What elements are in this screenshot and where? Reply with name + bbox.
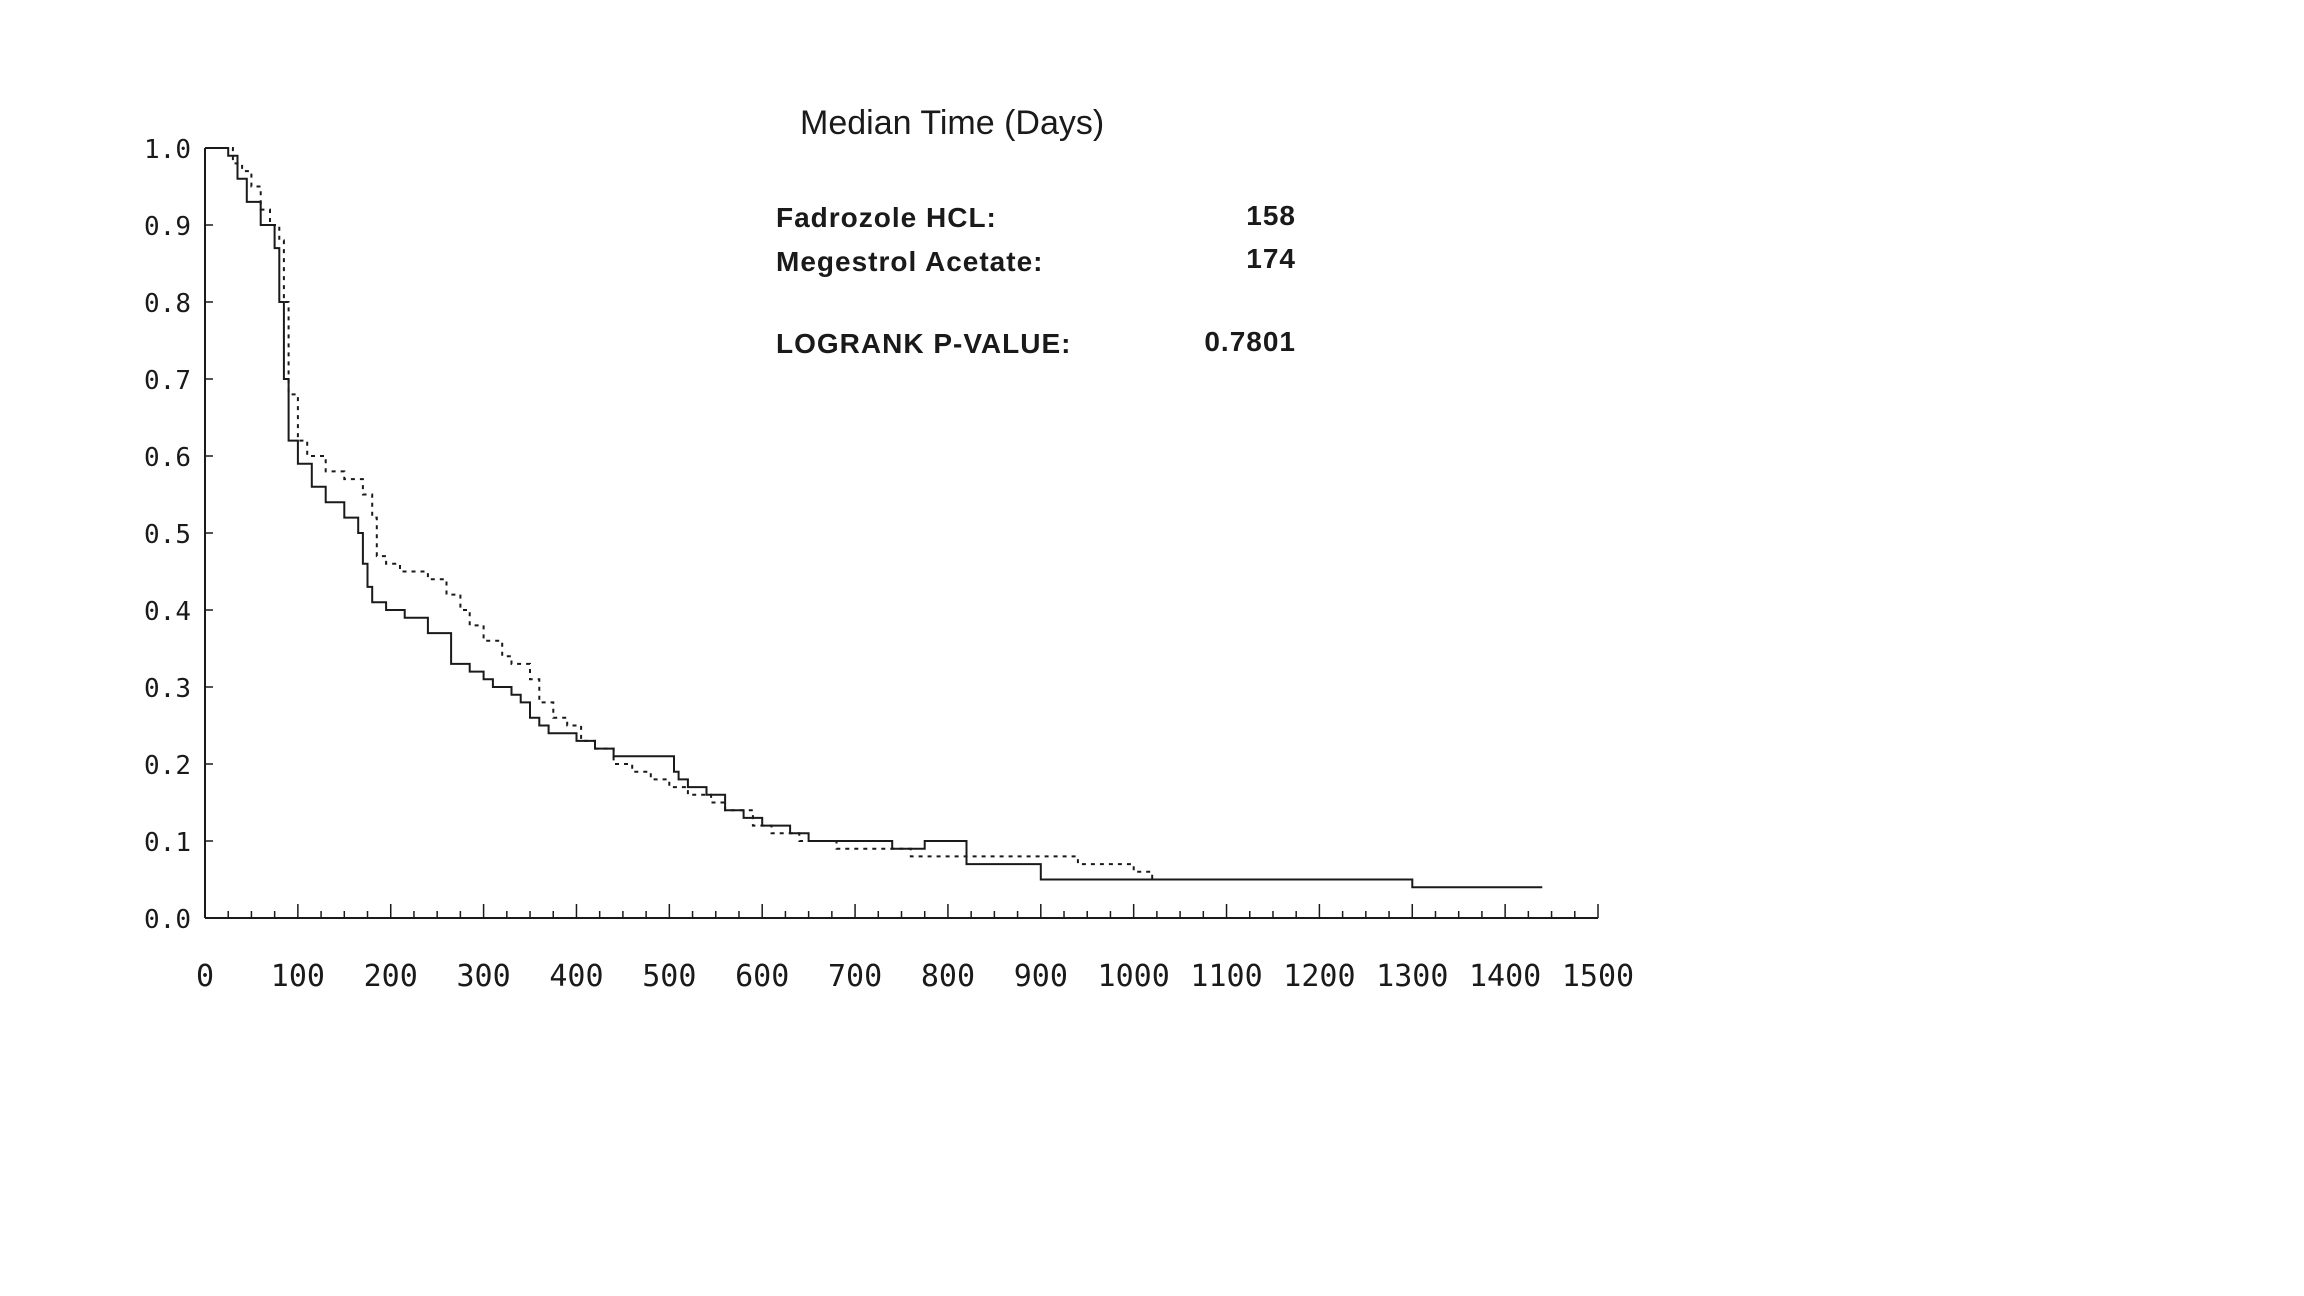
- y-tick-label: 0.9: [144, 212, 191, 242]
- x-tick-label: 0: [196, 959, 214, 994]
- x-tick-label: 900: [1014, 959, 1068, 994]
- megestrol-label: Megestrol Acetate:: [776, 246, 1044, 277]
- x-tick-label: 700: [828, 959, 882, 994]
- y-tick-label: 0.2: [144, 751, 191, 781]
- x-tick-label: 400: [549, 959, 603, 994]
- y-tick-label: 0.4: [144, 597, 191, 627]
- y-tick-label: 0.1: [144, 828, 191, 858]
- x-tick-label: 200: [364, 959, 418, 994]
- series-group: [205, 147, 1543, 889]
- y-tick-label: 1.0: [144, 135, 191, 165]
- y-tick-label: 0.3: [144, 674, 191, 704]
- series-megestrol-line: [205, 147, 1413, 881]
- y-tick-group: 0.0 0.1 0.2 0.3 0.4 0.5 0.6 0.7 0.8 0.9 1.0: [144, 135, 213, 935]
- x-tick-label: 1500: [1562, 959, 1634, 994]
- y-tick-label: 0.0: [144, 905, 191, 935]
- x-tick-label: 100: [271, 959, 325, 994]
- y-tick-label: 0.5: [144, 520, 191, 550]
- x-tick-label: 1400: [1469, 959, 1541, 994]
- series-fadrozole-line: [205, 147, 1543, 889]
- fadrozole-label: Fadrozole HCL:: [776, 202, 997, 233]
- x-tick-label: 800: [921, 959, 975, 994]
- y-tick-label: 0.8: [144, 289, 191, 319]
- logrank-p-value: 0.7801: [1204, 326, 1296, 357]
- x-tick-label: 1300: [1376, 959, 1448, 994]
- y-tick-label: 0.6: [144, 443, 191, 473]
- fadrozole-median-value: 158: [1246, 200, 1296, 231]
- x-tick-group: 0 100 200 300 400 500 600 700 800 900 1000 1100 1200…: [196, 959, 1634, 994]
- y-tick-label: 0.7: [144, 366, 191, 396]
- x-tick-label: 1000: [1098, 959, 1170, 994]
- megestrol-median-value: 174: [1246, 243, 1296, 274]
- x-tick-label: 500: [642, 959, 696, 994]
- x-tick-label: 1100: [1190, 959, 1262, 994]
- x-tick-label: 1200: [1283, 959, 1355, 994]
- chart-title: Median Time (Days): [800, 104, 1105, 142]
- x-tick-label: 600: [735, 959, 789, 994]
- logrank-label: LOGRANK P-VALUE:: [776, 328, 1072, 359]
- x-tick-label: 300: [457, 959, 511, 994]
